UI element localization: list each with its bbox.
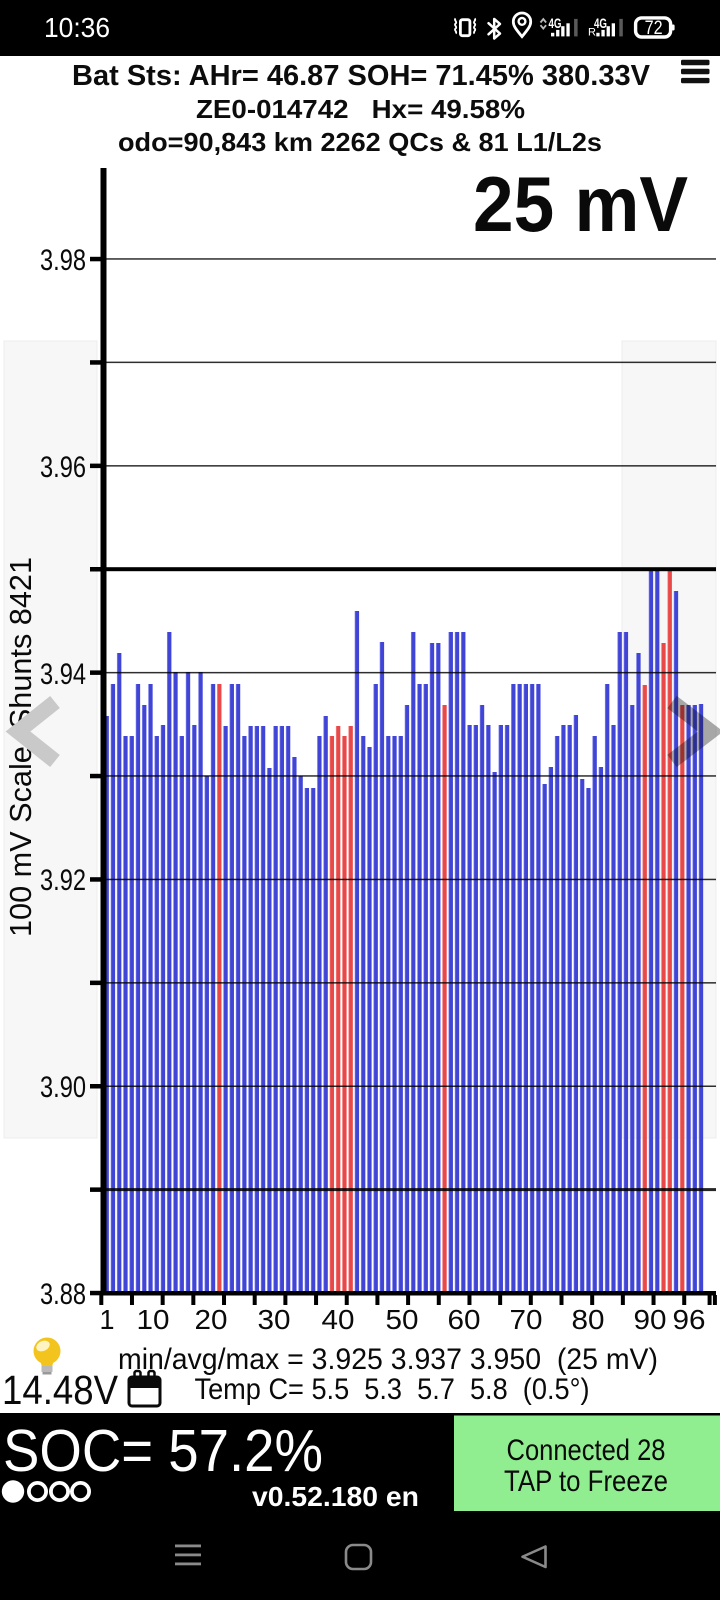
svg-text:10:36: 10:36	[44, 12, 110, 43]
svg-text:Bat Sts: AHr= 46.87 SOH= 71.45: Bat Sts: AHr= 46.87 SOH= 71.45% 380.33V	[72, 60, 651, 92]
svg-text:odo=90,843 km 2262 QCs & 81 L1: odo=90,843 km 2262 QCs & 81 L1/L2s	[118, 127, 602, 157]
svg-text:3.96: 3.96	[40, 451, 86, 484]
svg-text:v0.52.180 en: v0.52.180 en	[252, 1481, 419, 1512]
svg-text:40: 40	[322, 1304, 355, 1335]
svg-text:TAP to Freeze: TAP to Freeze	[504, 1465, 668, 1498]
svg-text:96: 96	[673, 1304, 706, 1335]
svg-text:80: 80	[572, 1304, 605, 1335]
svg-text:4G: 4G	[594, 15, 607, 31]
svg-text:1: 1	[100, 1304, 115, 1335]
svg-text:3.92: 3.92	[40, 864, 86, 897]
svg-text:25 mV: 25 mV	[473, 160, 688, 248]
svg-text:90: 90	[634, 1304, 667, 1335]
svg-text:R: R	[588, 27, 596, 39]
svg-text:4G: 4G	[549, 15, 562, 31]
svg-text:70: 70	[510, 1304, 543, 1335]
svg-text:SOC= 57.2%: SOC= 57.2%	[3, 1418, 323, 1484]
svg-text:60: 60	[448, 1304, 481, 1335]
svg-text:72: 72	[645, 18, 663, 39]
svg-text:ZE0-014742 Hx= 49.58%: ZE0-014742 Hx= 49.58%	[196, 94, 525, 124]
svg-text:30: 30	[258, 1304, 291, 1335]
svg-text:10: 10	[137, 1304, 170, 1335]
svg-text:14.48V: 14.48V	[2, 1367, 119, 1413]
svg-text:3.90: 3.90	[40, 1071, 86, 1104]
svg-text:20: 20	[195, 1304, 228, 1335]
svg-text:50: 50	[386, 1304, 419, 1335]
svg-text:3.98: 3.98	[40, 244, 86, 277]
svg-text:3.88: 3.88	[40, 1278, 86, 1311]
svg-text:min/avg/max = 3.925 3.937 3.95: min/avg/max = 3.925 3.937 3.950 (25 mV)	[118, 1343, 658, 1376]
svg-text:Connected 28: Connected 28	[507, 1434, 666, 1467]
svg-text:3.94: 3.94	[40, 658, 86, 691]
svg-text:Temp C= 5.5 5.3 5.7 5.8 (0: Temp C= 5.5 5.3 5.7 5.8 (0.5°)	[195, 1373, 590, 1406]
